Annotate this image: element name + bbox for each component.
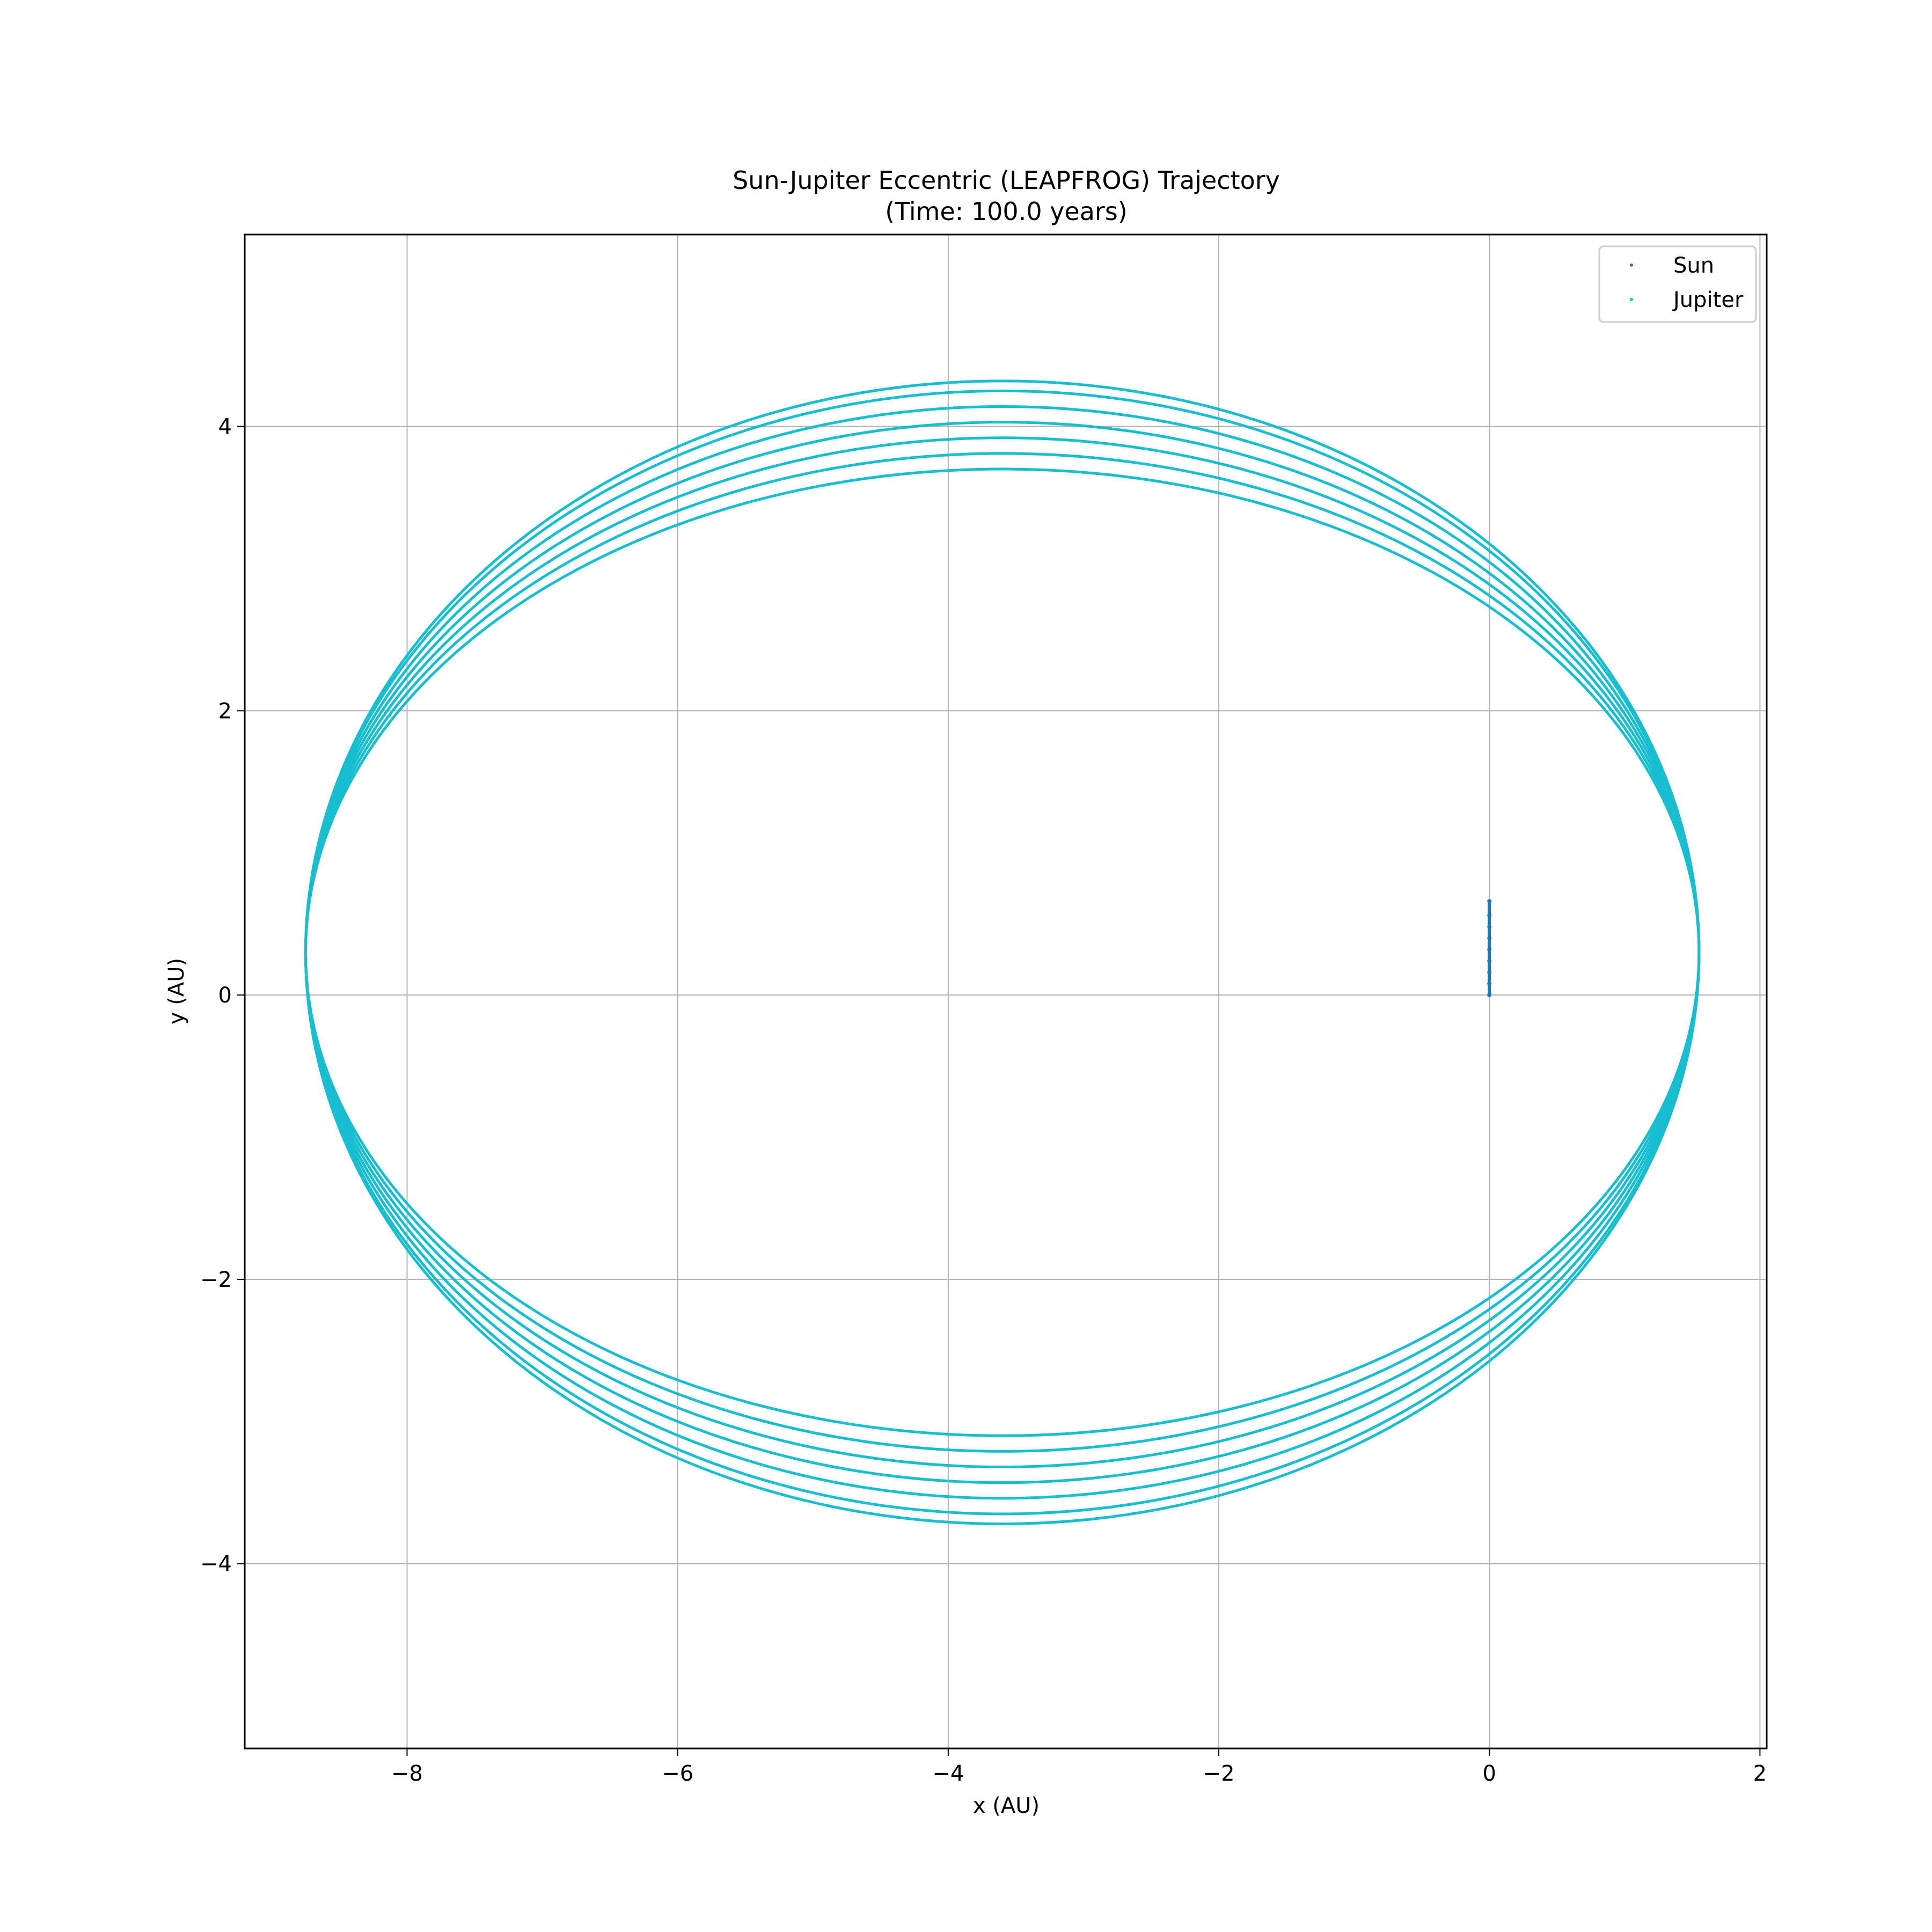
y-tick-label: 0 — [218, 983, 232, 1008]
x-tick-label: −8 — [391, 1761, 423, 1786]
x-tick-label: 0 — [1482, 1761, 1496, 1786]
y-tick-label: 4 — [218, 415, 232, 440]
sun-point — [1487, 899, 1492, 904]
sun-point — [1487, 993, 1492, 998]
plot-area-frame — [244, 233, 1768, 1750]
data-layer — [304, 379, 1701, 1525]
legend-marker-sun — [1630, 264, 1633, 267]
y-tick-label: −4 — [200, 1552, 232, 1577]
grid-lines — [245, 235, 1767, 1748]
sun-point — [1487, 924, 1492, 929]
axis-ticks: −8 −6 −4 −2 0 2 −4 −2 0 2 4 — [200, 415, 1767, 1786]
legend-label-jupiter: Jupiter — [1672, 288, 1744, 312]
sun-point — [1487, 981, 1492, 986]
legend-label-sun: Sun — [1673, 253, 1714, 278]
sun-point — [1487, 936, 1492, 941]
x-tick-label: 2 — [1753, 1761, 1767, 1786]
x-tick-label: −2 — [1203, 1761, 1235, 1786]
x-axis-label: x (AU) — [973, 1794, 1040, 1818]
sun-point — [1487, 958, 1492, 963]
sun-point — [1487, 913, 1492, 918]
x-tick-label: −4 — [932, 1761, 964, 1786]
legend-marker-jupiter — [1630, 298, 1633, 301]
y-tick-label: 2 — [218, 699, 232, 723]
jupiter-orbit-trace — [304, 379, 1701, 1525]
x-tick-label: −6 — [662, 1761, 693, 1786]
chart-title: Sun-Jupiter Eccentric (LEAPFROG) Traject… — [733, 166, 1280, 195]
y-tick-label: −2 — [200, 1268, 232, 1292]
legend: Sun Jupiter — [1598, 245, 1757, 323]
legend-box — [1598, 245, 1757, 323]
y-axis-label: y (AU) — [164, 958, 189, 1024]
sun-point — [1487, 947, 1492, 952]
sun-point — [1487, 970, 1492, 975]
chart-subtitle: (Time: 100.0 years) — [885, 197, 1128, 226]
